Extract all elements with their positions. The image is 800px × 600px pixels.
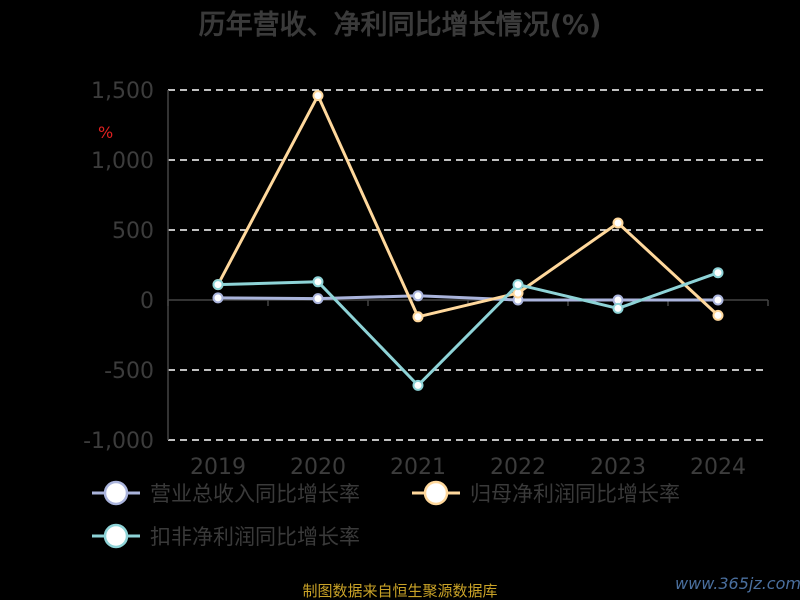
x-tick-label: 2021 <box>390 455 446 480</box>
x-tick-label: 2024 <box>690 455 746 480</box>
legend-swatch-marker <box>103 480 129 506</box>
data-point <box>312 90 324 102</box>
series-line-2 <box>216 94 720 319</box>
y-tick-label: -500 <box>104 359 154 384</box>
grid <box>168 89 768 441</box>
data-point <box>212 292 224 304</box>
series-line-3 <box>217 271 719 387</box>
y-tick-label: 1,500 <box>91 79 154 104</box>
data-point <box>712 294 724 306</box>
data-point <box>412 311 424 323</box>
axes: -1,000 -500 0 500 1,000 1,500 2019 2020 2021 2022… <box>83 79 769 480</box>
x-tick-label: 2020 <box>290 455 346 480</box>
y-tick-label: 0 <box>140 289 154 314</box>
x-tick-label: 2023 <box>590 455 646 480</box>
legend-item: 归母净利润同比增长率 <box>412 480 680 506</box>
x-tick-label: 2019 <box>190 455 246 480</box>
data-point <box>612 302 624 314</box>
data-point <box>712 309 724 321</box>
data-point <box>212 279 224 291</box>
legend-label: 归母净利润同比增长率 <box>470 482 680 506</box>
chart-title: 历年营收、净利同比增长情况(%) <box>199 9 602 41</box>
unit-mark: % <box>98 123 113 142</box>
x-tick-label: 2022 <box>490 455 546 480</box>
data-point <box>512 279 524 291</box>
data-point <box>412 290 424 302</box>
y-tick-label: -1,000 <box>83 429 154 454</box>
data-point <box>312 293 324 305</box>
legend-swatch-marker <box>423 480 449 506</box>
series-line-1 <box>217 294 718 302</box>
data-point <box>412 379 424 391</box>
data-point <box>612 217 624 229</box>
y-tick-label: 500 <box>112 219 154 244</box>
y-tick-label: 1,000 <box>91 149 154 174</box>
data-point <box>712 267 724 279</box>
legend-label: 扣非净利润同比增长率 <box>150 525 360 549</box>
plot-area <box>212 90 724 391</box>
legend-item: 营业总收入同比增长率 <box>92 480 360 506</box>
legend-label: 营业总收入同比增长率 <box>150 482 360 506</box>
data-point <box>312 276 324 288</box>
watermark: www.365jz.com <box>675 574 800 593</box>
legend-swatch-marker <box>103 523 129 549</box>
source-note: 制图数据来自恒生聚源数据库 <box>302 582 497 600</box>
legend-item: 扣非净利润同比增长率 <box>92 523 360 549</box>
